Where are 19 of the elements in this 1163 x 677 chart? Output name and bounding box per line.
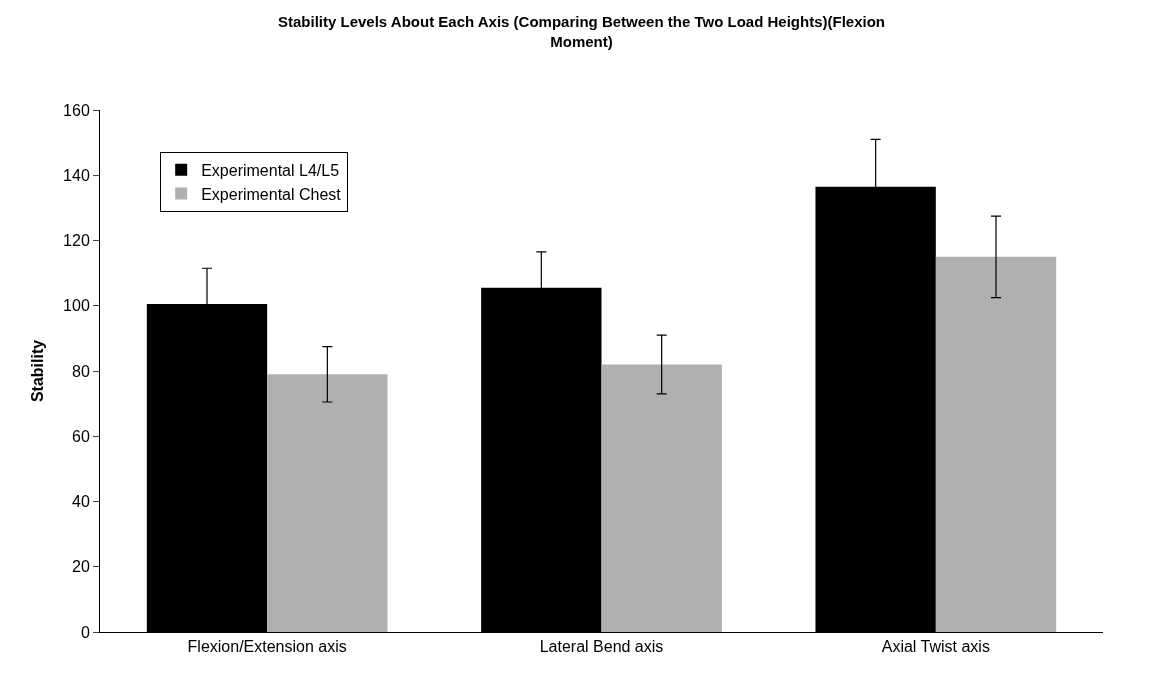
- x-tick-label: Axial Twist axis: [881, 638, 990, 656]
- x-tick-label: Lateral Bend axis: [539, 638, 664, 656]
- y-tick-label: 20: [72, 558, 90, 576]
- y-tick-label: 80: [72, 362, 90, 380]
- legend-label: Experimental Chest: [201, 185, 342, 203]
- y-axis-title: Stability: [29, 339, 46, 403]
- y-tick-label: 160: [63, 101, 90, 119]
- y-tick-label: 0: [80, 623, 90, 641]
- y-tick-label: 60: [72, 427, 90, 445]
- chart-title: Stability Levels About Each Axis (Comparing Between the Two Load Heights)(Flexion Moment): [277, 13, 886, 50]
- x-tick-label: Flexion/Extension axis: [187, 638, 347, 656]
- bar: [267, 374, 388, 632]
- bar: [935, 256, 1057, 632]
- y-tick-label: 100: [63, 297, 90, 315]
- y-tick-label: 120: [63, 232, 90, 250]
- y-tick-label: 140: [63, 166, 90, 184]
- bar: [601, 364, 722, 632]
- legend-label: Experimental L4/L5: [201, 161, 340, 179]
- y-tick-label: 40: [72, 493, 90, 511]
